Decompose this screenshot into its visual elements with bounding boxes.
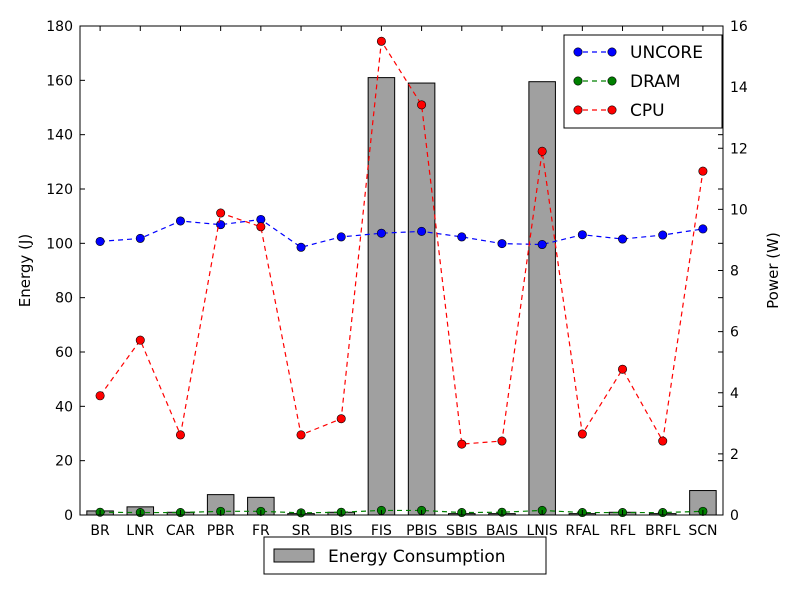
line-cpu [99, 39, 704, 445]
y-axis-right-title: Power (W) [764, 232, 782, 309]
point-uncore-brfl [658, 230, 668, 240]
legend-label-dram: DRAM [630, 72, 681, 92]
y-tick-label-20: 20 [55, 454, 73, 470]
x-tick-label-lnis: LNIS [527, 523, 558, 539]
bar-lnis [528, 81, 556, 516]
x-tick-label-fis: FIS [371, 523, 392, 539]
legend-label-cpu: CPU [630, 101, 665, 121]
x-tick-label-rfal: RFAL [565, 523, 599, 539]
point-uncore-rfal [577, 230, 587, 240]
y-right-tick-label-2: 2 [730, 447, 739, 463]
legend-bar-swatch [273, 548, 315, 563]
bar-fis [367, 77, 396, 516]
x-tick-label-rfl: RFL [610, 523, 636, 539]
y-tick-label-140: 140 [46, 128, 73, 144]
point-cpu-lnis [537, 146, 547, 156]
y-tick-label-180: 180 [46, 19, 73, 35]
point-uncore-bis [336, 232, 346, 242]
x-tick-label-lnr: LNR [126, 523, 154, 539]
x-tick-label-scn: SCN [688, 523, 717, 539]
point-uncore-bais [497, 239, 507, 249]
y-right-tick-label-14: 14 [730, 80, 748, 96]
x-tick-label-bais: BAIS [486, 523, 518, 539]
point-cpu-sbis [457, 439, 467, 449]
x-tick-label-sr: SR [292, 523, 311, 539]
y-right-tick-label-10: 10 [730, 202, 748, 218]
axes: 0 20 40 60 80 100 120 140 160 180 0 2 4 6 8 10 12 14 16 BR L… [46, 19, 748, 539]
legend-lines-box [563, 34, 723, 129]
point-cpu-car [175, 430, 185, 440]
y-right-tick-label-12: 12 [730, 141, 748, 157]
y-right-tick-label-4: 4 [730, 386, 739, 402]
y-axis-title: Energy (J) [16, 234, 34, 307]
legend-bars: Energy Consumption [263, 536, 547, 575]
x-tick-label-br: BR [90, 523, 110, 539]
legend-marker2-cpu [607, 105, 617, 115]
legend-marker2-uncore [607, 47, 617, 57]
point-uncore-lnr [135, 233, 145, 243]
y-tick-label-160: 160 [46, 73, 73, 89]
point-cpu-fis [376, 36, 386, 46]
x-tick-label-bis: BIS [330, 523, 353, 539]
legend-marker-dram [573, 76, 583, 86]
y-tick-label-40: 40 [55, 399, 73, 415]
x-tick-label-fr: FR [252, 523, 270, 539]
y-right-tick-label-8: 8 [730, 264, 739, 280]
point-cpu-sr [296, 430, 306, 440]
point-cpu-brfl [658, 436, 668, 446]
point-cpu-rfal [577, 429, 587, 439]
point-uncore-sbis [457, 232, 467, 242]
legend-lines: UNCORE DRAM CPU [563, 34, 723, 129]
legend-marker-cpu [573, 105, 583, 115]
point-cpu-scn [698, 166, 708, 176]
y-right-tick-label-6: 6 [730, 325, 739, 341]
y-tick-label-60: 60 [55, 345, 73, 361]
y-tick-label-80: 80 [55, 291, 73, 307]
line-uncore [100, 218, 703, 248]
point-cpu-pbr [216, 208, 226, 218]
point-cpu-bis [336, 414, 346, 424]
bar-pbis [407, 82, 436, 516]
y-tick-label-100: 100 [46, 236, 73, 252]
legend-label-energy-consumption: Energy Consumption [328, 547, 506, 567]
y-right-tick-label-0: 0 [730, 508, 739, 524]
point-uncore-car [175, 216, 185, 226]
point-uncore-rfl [618, 234, 628, 244]
point-cpu-bais [497, 436, 507, 446]
y-tick-label-0: 0 [64, 508, 73, 524]
point-uncore-pbis [417, 226, 427, 236]
point-uncore-lnis [537, 240, 547, 250]
bar-series [86, 77, 717, 516]
x-tick-label-brfl: BRFL [645, 523, 680, 539]
point-uncore-br [95, 236, 105, 246]
point-uncore-fis [376, 228, 386, 238]
x-tick-label-pbis: PBIS [406, 523, 437, 539]
y-right-tick-label-16: 16 [730, 19, 748, 35]
x-tick-label-pbr: PBR [207, 523, 235, 539]
line-dram [100, 509, 703, 514]
x-tick-label-car: CAR [166, 523, 195, 539]
point-uncore-scn [698, 224, 708, 234]
point-cpu-br [95, 391, 105, 401]
point-cpu-pbis [417, 100, 427, 110]
point-cpu-fr [256, 222, 266, 232]
x-tick-label-sbis: SBIS [446, 523, 478, 539]
point-uncore-sr [296, 242, 306, 252]
point-cpu-rfl [618, 364, 628, 374]
legend-marker2-dram [607, 76, 617, 86]
legend-marker-uncore [573, 47, 583, 57]
y-tick-label-120: 120 [46, 182, 73, 198]
point-cpu-lnr [135, 335, 145, 345]
legend-label-uncore: UNCORE [630, 43, 703, 63]
